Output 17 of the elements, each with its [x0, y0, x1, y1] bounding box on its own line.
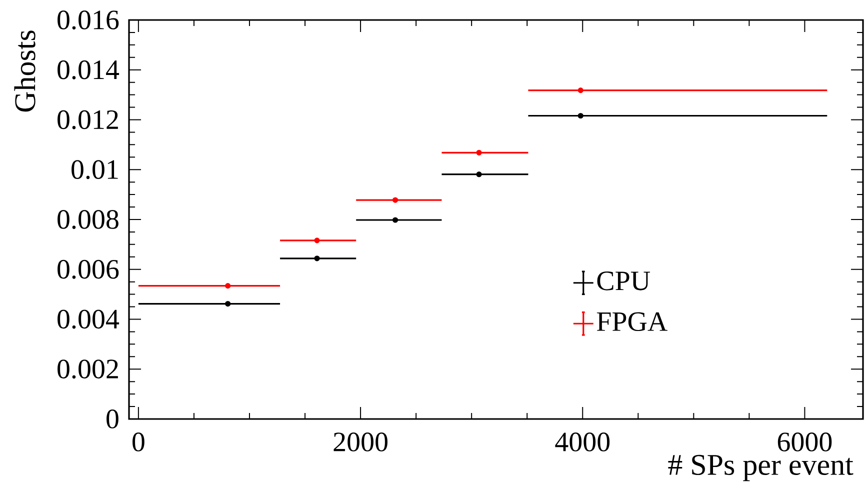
y-tick-label: 0.016	[58, 10, 119, 30]
y-axis-title: Ghosts	[14, 30, 36, 112]
y-tick-label: 0.008	[58, 210, 118, 229]
x-axis-title: # SPs per event	[668, 454, 854, 482]
legend-label: CPU	[597, 272, 650, 290]
y-tick-label: 0	[106, 410, 118, 428]
y-tick-label: 0.014	[58, 60, 120, 80]
y-tick-label: 0.01	[72, 160, 118, 180]
y-tick-label: 0.012	[58, 110, 118, 130]
legend-label: FPGA	[596, 312, 668, 332]
y-tick-label: 0.004	[58, 310, 120, 329]
x-tick-label: 0	[132, 432, 144, 452]
y-tick-label: 0.006	[58, 260, 119, 279]
x-tick-label: 6000	[778, 432, 832, 452]
x-tick-label: 2000	[334, 432, 388, 452]
x-tick-label: 4000	[555, 432, 610, 452]
y-tick-label: 0.002	[58, 360, 118, 379]
